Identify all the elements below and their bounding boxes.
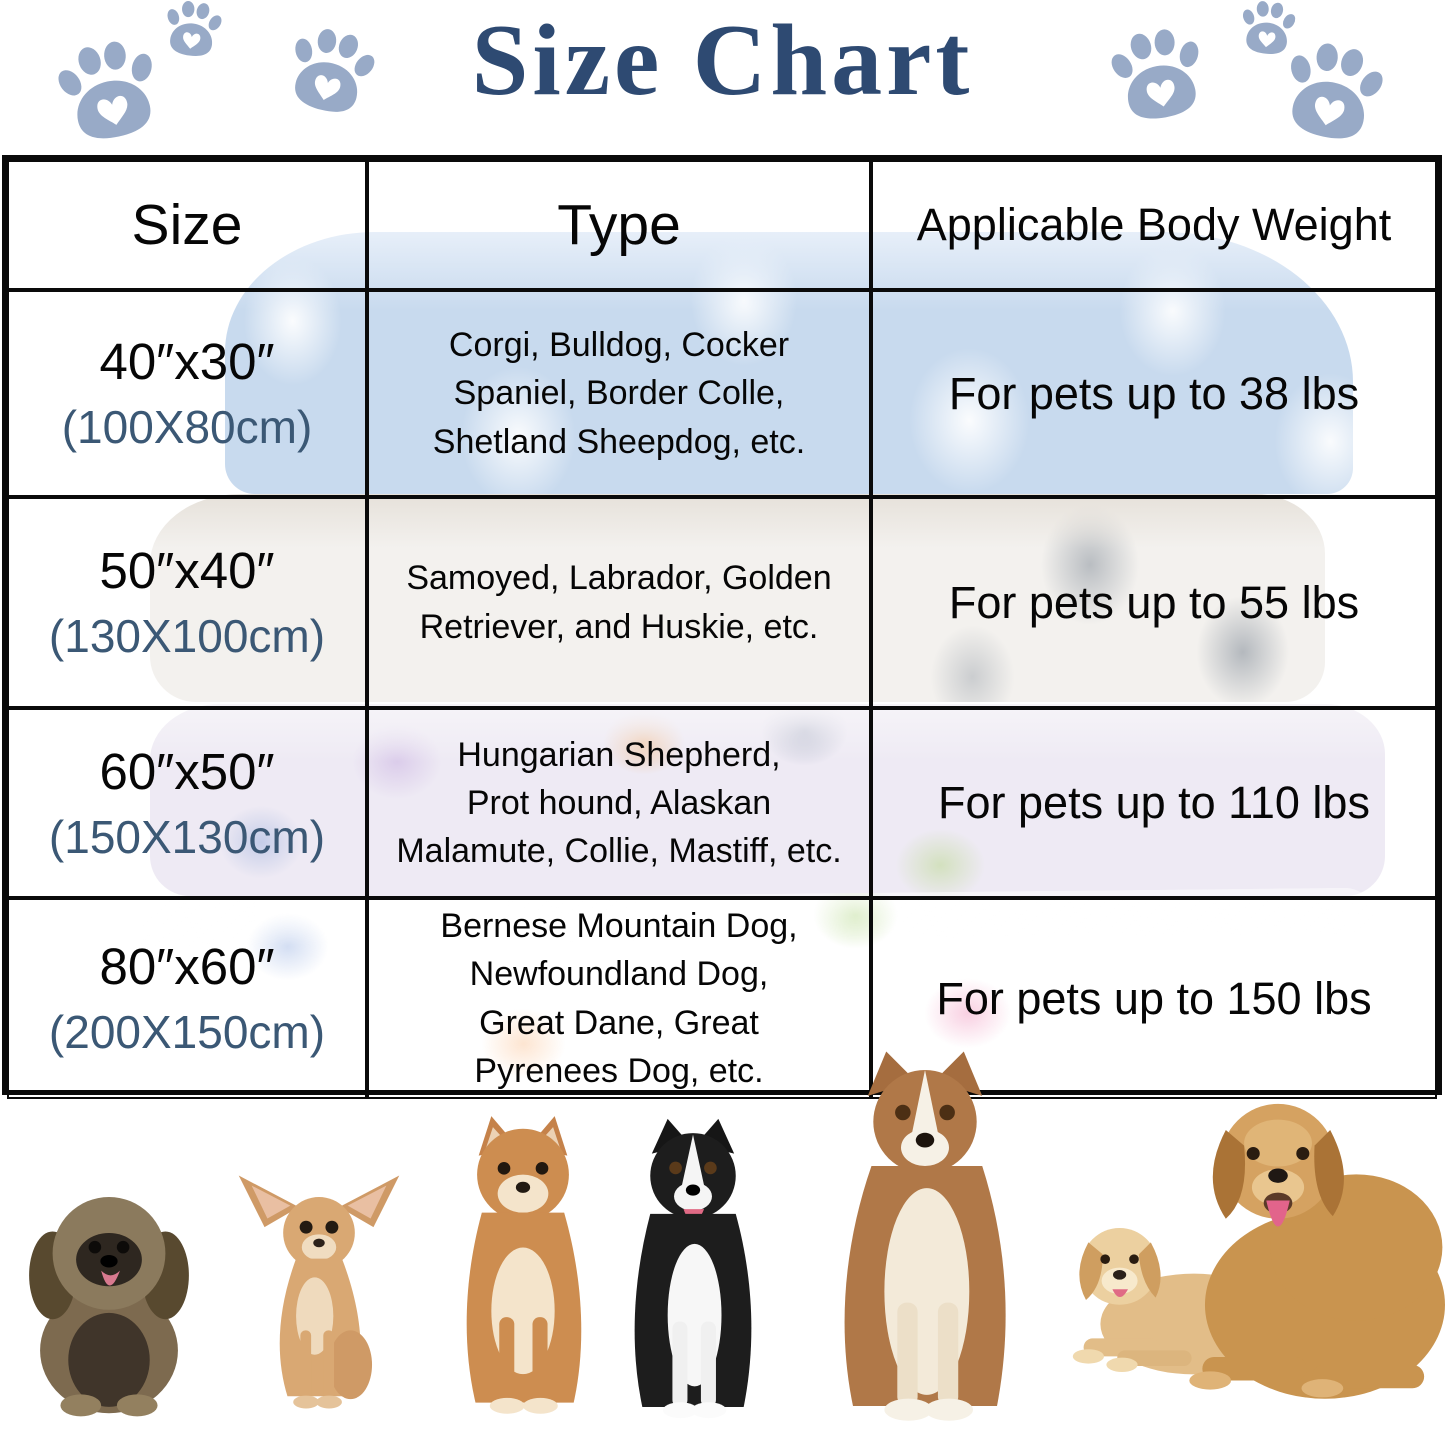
dog-photo-border-collie-black-white xyxy=(634,1118,752,1419)
blanket-white-paw-print xyxy=(150,494,1325,702)
dog-photo-golden-retriever-puppy xyxy=(1072,1228,1288,1375)
type-cell: Samoyed, Labrador, Golden Retriever, and… xyxy=(367,497,871,708)
size-centimeters: (130X100cm) xyxy=(48,610,326,663)
dog-photo-shiba-inu-puppy xyxy=(466,1116,582,1414)
weight-cell: For pets up to 55 lbs xyxy=(871,497,1437,708)
weight-cell: For pets up to 110 lbs xyxy=(871,708,1437,898)
weight-cell: For pets up to 150 lbs xyxy=(871,898,1437,1100)
size-chart-table: Size Type Applicable Body Weight 40″x30″… xyxy=(2,155,1442,1100)
blanket-lavender-bone-print xyxy=(150,704,1385,896)
column-header-type: Type xyxy=(367,160,871,290)
column-header-weight: Applicable Body Weight xyxy=(871,160,1437,290)
type-cell: Corgi, Bulldog, Cocker Spaniel, Border C… xyxy=(367,290,871,497)
size-cell: 80″x60″ (200X150cm) xyxy=(7,898,367,1100)
dog-photo-pekingese xyxy=(29,1197,189,1417)
size-centimeters: (200X150cm) xyxy=(48,1006,326,1059)
type-cell: Hungarian Shepherd, Prot hound, Alaskan … xyxy=(367,708,871,898)
type-cell: Bernese Mountain Dog, Newfoundland Dog, … xyxy=(367,898,871,1100)
size-cell: 50″x40″ (130X100cm) xyxy=(7,497,367,708)
column-header-size: Size xyxy=(7,160,367,290)
size-centimeters: (100X80cm) xyxy=(61,401,313,454)
size-cell: 40″x30″ (100X80cm) xyxy=(7,290,367,497)
size-inches: 80″x60″ xyxy=(99,938,275,996)
size-inches: 50″x40″ xyxy=(99,542,275,600)
dog-photo-golden-retriever-adult xyxy=(1189,1103,1445,1399)
size-cell: 60″x50″ (150X130cm) xyxy=(7,708,367,898)
weight-cell: For pets up to 38 lbs xyxy=(871,290,1437,497)
size-centimeters: (150X130cm) xyxy=(48,810,326,863)
size-inches: 40″x30″ xyxy=(99,333,275,391)
size-inches: 60″x50″ xyxy=(99,742,275,800)
dog-photo-chihuahua xyxy=(238,1175,400,1409)
page-title: Size Chart xyxy=(471,4,974,117)
blanket-blue-paw-print xyxy=(225,232,1353,494)
